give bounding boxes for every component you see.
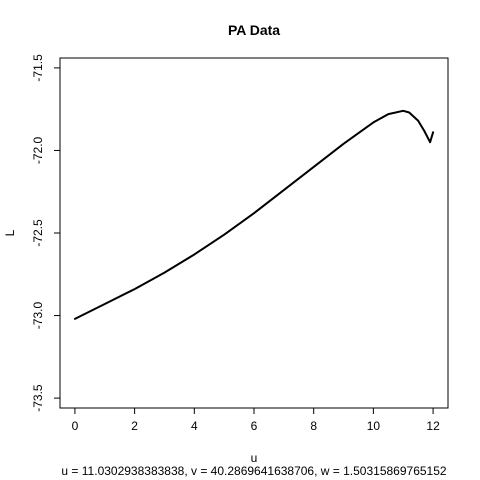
series-layer xyxy=(73,109,435,320)
x-tick-label: 10 xyxy=(367,419,381,433)
y-tick-label: -73.5 xyxy=(31,384,45,412)
y-axis: -73.5 -73.0 -72.5 -72.0 -71.5 xyxy=(31,54,60,412)
x-tick-label: 8 xyxy=(310,419,317,433)
x-axis: 0 2 4 6 8 10 12 xyxy=(72,408,440,433)
y-tick-label: -73.0 xyxy=(31,302,45,330)
y-axis-title: L xyxy=(3,229,17,236)
chart-subtitle: u = 11.0302938383838, v = 40.28696416387… xyxy=(61,464,446,478)
plot-border xyxy=(59,57,449,409)
x-tick-label: 4 xyxy=(191,419,198,433)
x-tick-label: 12 xyxy=(426,419,440,433)
y-tick-label: -72.0 xyxy=(31,136,45,164)
chart-title: PA Data xyxy=(228,22,280,38)
y-tick-label: -71.5 xyxy=(31,54,45,82)
y-tick-label: -72.5 xyxy=(31,219,45,247)
series-line-0 xyxy=(73,109,435,320)
x-tick-label: 6 xyxy=(251,419,258,433)
x-axis-title: u xyxy=(251,451,258,465)
x-tick-label: 2 xyxy=(131,419,138,433)
x-tick-label: 0 xyxy=(72,419,79,433)
